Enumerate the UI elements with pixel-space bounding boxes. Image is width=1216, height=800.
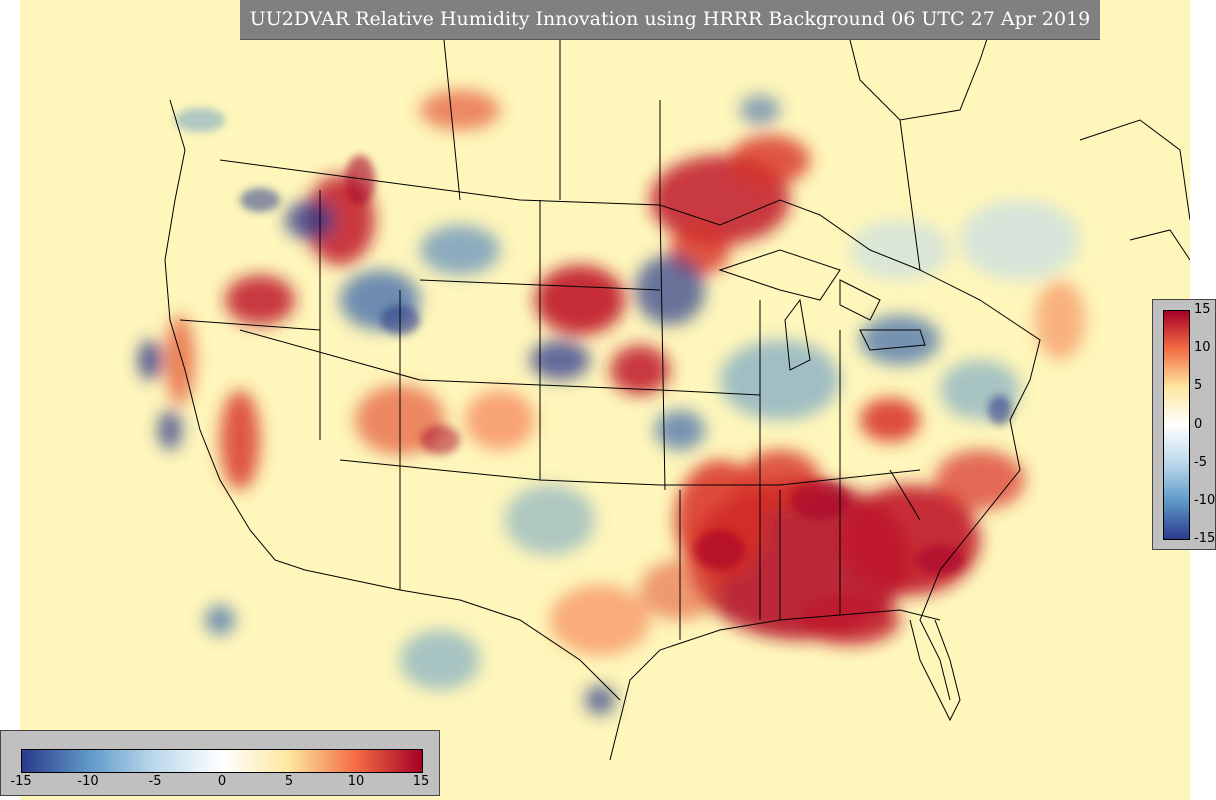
colorbar-h-tick: 0: [217, 774, 227, 789]
colorbar-horizontal: -15 -10 -5 0 5 10 15: [0, 730, 440, 796]
colorbar-horizontal-strip: [21, 749, 423, 773]
colorbar-h-tick: -10: [77, 774, 99, 789]
colorbar-h-tick: 5: [284, 774, 294, 789]
colorbar-h-tick: 15: [412, 774, 430, 789]
colorbar-vertical: 15 10 5 0 -5 -10 -15: [1152, 299, 1216, 550]
colorbar-h-tick: -15: [10, 774, 32, 789]
colorbar-v-tick: -15: [1194, 531, 1216, 546]
colorbar-v-tick: -10: [1194, 493, 1216, 508]
colorbar-v-tick: 10: [1194, 340, 1211, 355]
colorbar-v-tick: 15: [1194, 302, 1211, 317]
colorbar-v-tick: 0: [1194, 417, 1203, 432]
colorbar-v-tick: 5: [1194, 378, 1203, 393]
colorbar-v-tick: -5: [1194, 455, 1207, 470]
anomaly-texture: [175, 108, 1012, 575]
boundaries: [164, 0, 1190, 761]
colorbar-h-tick: -5: [148, 774, 162, 789]
colorbar-h-tick: 10: [347, 774, 365, 789]
humidity-innovation-map: [20, 0, 1190, 800]
map-title: UU2DVAR Relative Humidity Innovation usi…: [240, 0, 1100, 40]
colorbar-vertical-strip: [1163, 310, 1190, 540]
map-canvas: [20, 0, 1190, 800]
